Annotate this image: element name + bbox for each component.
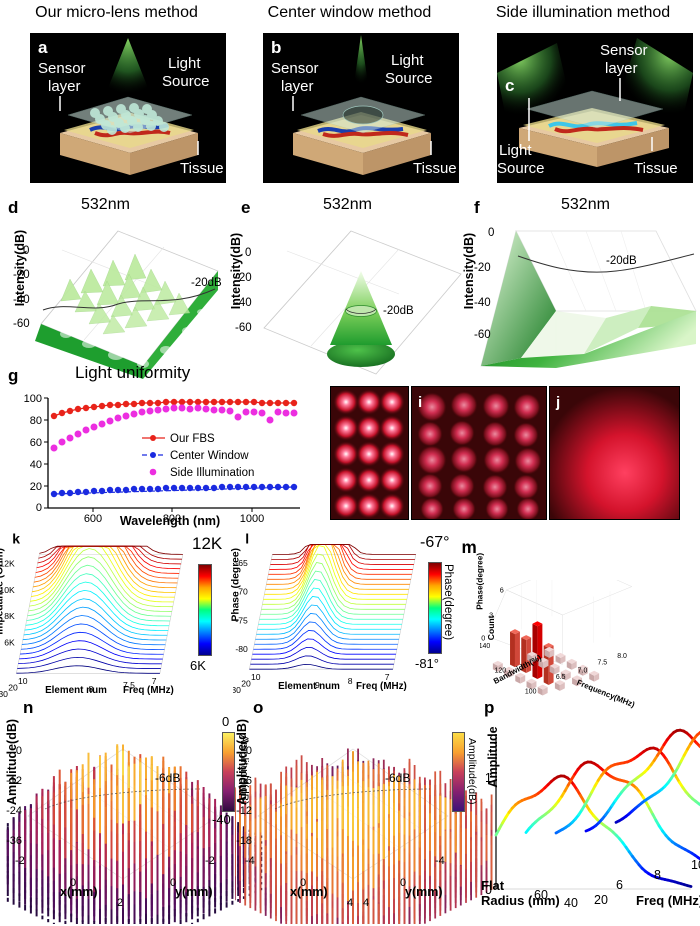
svg-text:Tissue: Tissue [180,160,224,177]
svg-text:6.5: 6.5 [556,674,566,681]
svg-text:20: 20 [241,678,251,688]
svg-text:i: i [418,394,422,411]
svg-text:layer: layer [281,78,314,95]
svg-text:0: 0 [481,634,485,643]
svg-text:Source: Source [497,160,545,177]
svg-text:j: j [555,394,560,411]
svg-text:80: 80 [30,415,42,427]
svg-text:Side Illumination: Side Illumination [170,467,254,479]
svg-text:4: 4 [347,897,353,909]
svg-text:b: b [271,38,281,57]
svg-text:Tissue: Tissue [413,160,457,177]
svg-text:-40: -40 [474,297,491,309]
svg-text:600: 600 [84,513,102,525]
svg-text:40: 40 [30,459,42,471]
svg-text:6K: 6K [4,637,15,647]
svg-text:60: 60 [30,437,42,449]
svg-text:Wavelength (nm): Wavelength (nm) [120,514,220,528]
svg-text:Our FBS: Our FBS [170,433,215,445]
svg-text:Light: Light [168,55,201,72]
svg-text:8K: 8K [4,611,15,621]
svg-text:Light: Light [391,52,424,69]
svg-text:Sensor: Sensor [38,60,86,77]
svg-text:1000: 1000 [240,513,264,525]
svg-text:Sensor: Sensor [600,42,648,59]
svg-text:20: 20 [30,481,42,493]
svg-text:Center Window: Center Window [170,450,249,462]
svg-text:6: 6 [500,586,504,595]
svg-text:7.0: 7.0 [578,667,588,674]
svg-text:7.5: 7.5 [597,659,607,666]
svg-text:layer: layer [48,78,81,95]
svg-text:0: 0 [36,502,42,514]
svg-text:30: 30 [233,685,241,695]
svg-text:Light: Light [499,142,532,159]
svg-text:-20dB: -20dB [606,255,637,267]
svg-text:8.0: 8.0 [617,653,627,660]
svg-text:8: 8 [348,676,353,686]
svg-text:-60: -60 [474,329,491,341]
svg-text:-6dB: -6dB [385,771,410,785]
svg-text:-18: -18 [236,835,252,847]
svg-text:0: 0 [245,247,251,259]
svg-text:-20: -20 [474,262,491,274]
svg-text:100: 100 [24,393,42,405]
svg-text:2: 2 [117,897,123,909]
svg-text:10: 10 [251,672,261,682]
svg-text:Source: Source [385,70,433,87]
svg-text:-2: -2 [205,855,215,867]
svg-text:-20dB: -20dB [191,277,222,289]
svg-text:layer: layer [605,60,638,77]
svg-text:Source: Source [162,73,210,90]
svg-text:-4: -4 [435,855,445,867]
svg-text:-36: -36 [6,835,22,847]
svg-text:4: 4 [363,897,369,909]
svg-text:-6dB: -6dB [155,771,180,785]
svg-text:Tissue: Tissue [634,160,678,177]
svg-text:100: 100 [525,689,537,696]
svg-text:-2: -2 [15,855,25,867]
svg-text:20: 20 [8,683,18,693]
svg-text:0: 0 [488,227,494,239]
svg-text:Sensor: Sensor [271,60,319,77]
svg-text:10: 10 [18,676,28,686]
svg-text:a: a [38,38,48,57]
svg-text:c: c [505,76,514,95]
svg-text:-20dB: -20dB [383,305,414,317]
svg-text:-4: -4 [245,855,255,867]
svg-text:-80: -80 [235,644,248,654]
